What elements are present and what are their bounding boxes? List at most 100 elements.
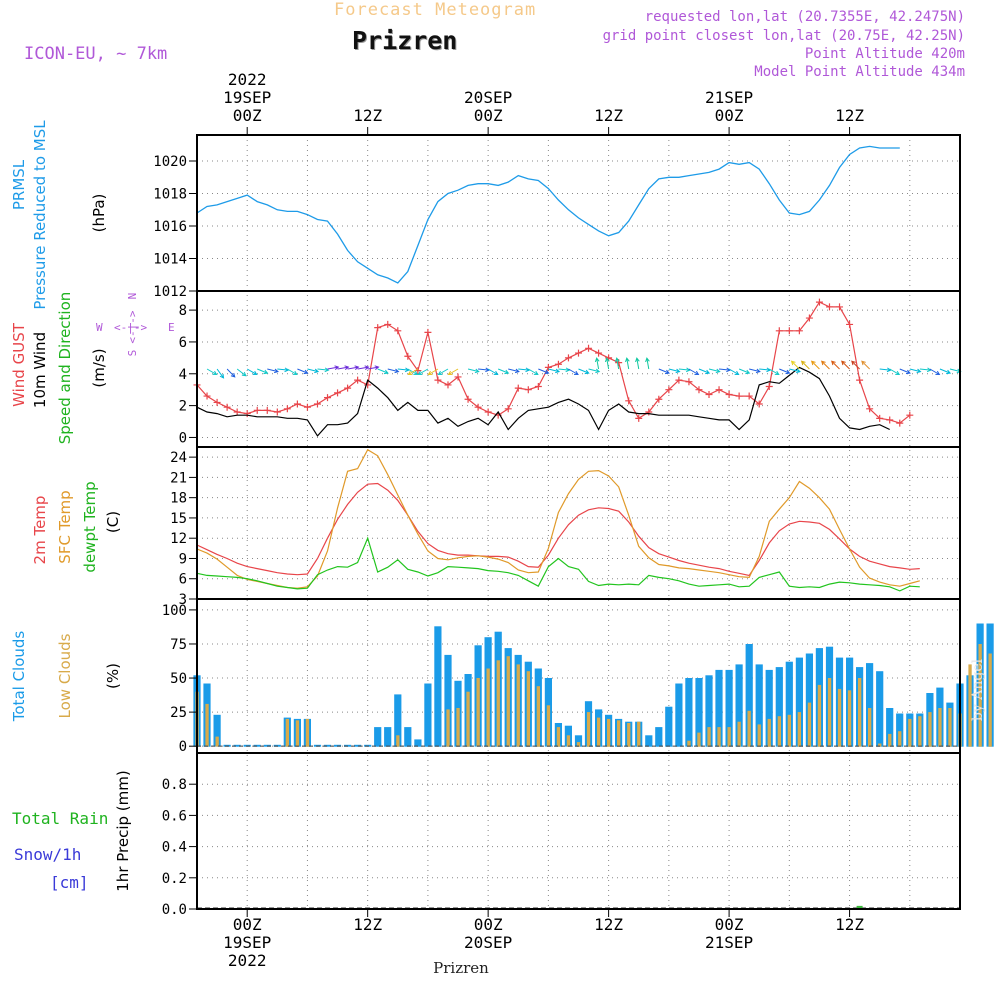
total-clouds-bar bbox=[886, 708, 894, 747]
gust-marker bbox=[344, 384, 352, 392]
total-clouds-bar bbox=[795, 657, 803, 747]
wind-direction-arrow bbox=[820, 360, 830, 370]
wind-direction-arrow bbox=[528, 368, 539, 376]
y-tick-label: 9 bbox=[179, 551, 187, 567]
wind-direction-arrow bbox=[297, 368, 309, 375]
wind-direction-arrow bbox=[538, 368, 550, 375]
low-clouds-bar bbox=[727, 727, 731, 747]
gust-marker bbox=[534, 383, 542, 391]
y-tick-label: 12 bbox=[170, 531, 187, 547]
low-clouds-bar bbox=[546, 705, 551, 747]
low-clouds-bar bbox=[205, 703, 209, 747]
clouds-unit-label: (%) bbox=[104, 663, 122, 689]
wind-direction-arrow bbox=[467, 368, 480, 374]
low-clouds-bar bbox=[486, 668, 490, 747]
gust-marker bbox=[585, 344, 593, 352]
gust-marker bbox=[645, 408, 653, 416]
pressure-label-reduced: Pressure Reduced to MSL bbox=[31, 120, 49, 310]
wind-direction-arrow bbox=[594, 357, 600, 370]
compass-arrows-vertical: <-|-> bbox=[126, 310, 139, 343]
gust-marker bbox=[795, 327, 803, 335]
total-clouds-bar bbox=[685, 678, 693, 747]
wind-direction-arrow bbox=[831, 360, 840, 370]
gust-marker bbox=[785, 327, 793, 335]
total-clouds-bar bbox=[434, 626, 442, 747]
top-time-label: 21SEP bbox=[705, 88, 753, 107]
y-tick-label: 1020 bbox=[153, 154, 187, 170]
wind-direction-arrow bbox=[347, 365, 360, 370]
gust-marker bbox=[755, 400, 763, 408]
total-clouds-bar bbox=[253, 744, 261, 747]
bottom-time-label: 00Z bbox=[474, 915, 503, 934]
y-tick-label: 21 bbox=[170, 470, 187, 486]
total-clouds-bar bbox=[645, 735, 653, 747]
low-clouds-bar bbox=[898, 731, 902, 747]
precip-label-cm: [cm] bbox=[50, 873, 89, 892]
low-clouds-bar bbox=[566, 735, 571, 747]
wind-direction-arrow bbox=[800, 360, 810, 370]
total-clouds-bar bbox=[866, 663, 874, 747]
compass-w-label: W bbox=[96, 321, 103, 334]
low-clouds-bar bbox=[827, 678, 832, 747]
total-clouds-bar bbox=[755, 664, 763, 747]
wind-direction-arrow bbox=[216, 368, 225, 379]
wind-direction-arrow bbox=[635, 357, 640, 370]
y-tick-label: 3 bbox=[179, 592, 187, 608]
wind-direction-arrow bbox=[719, 367, 732, 373]
gust-marker bbox=[424, 328, 432, 336]
wind-direction-arrow bbox=[588, 368, 601, 374]
pressure-unit-label: (hPa) bbox=[90, 194, 108, 233]
gust-marker bbox=[544, 363, 552, 371]
wind-label-speed-direction: Speed and Direction bbox=[56, 292, 74, 445]
wind-direction-arrow bbox=[417, 368, 429, 376]
gust-marker bbox=[866, 405, 874, 413]
low-clouds-bar bbox=[446, 709, 450, 747]
top-time-label: 19SEP bbox=[223, 88, 271, 107]
gust-marker bbox=[705, 390, 713, 398]
temp-2m-line bbox=[196, 482, 920, 577]
wind-direction-arrow bbox=[277, 367, 290, 373]
temperature-panel-frame bbox=[196, 446, 961, 600]
precip-unit-label: 1hr Precip (mm) bbox=[114, 770, 132, 891]
wind-direction-arrow bbox=[437, 368, 449, 376]
y-tick-label: 50 bbox=[170, 671, 187, 687]
gust-marker bbox=[836, 303, 844, 311]
low-clouds-bar bbox=[627, 723, 631, 747]
low-clouds-bar bbox=[215, 736, 219, 747]
bottom-location-label: Prizren bbox=[433, 959, 489, 977]
wind-direction-arrow bbox=[377, 368, 389, 375]
total-clouds-bar bbox=[655, 727, 663, 747]
gust-marker bbox=[243, 410, 251, 418]
y-tick-label: 15 bbox=[170, 511, 187, 527]
gust-marker bbox=[695, 386, 703, 394]
total-clouds-bar bbox=[394, 694, 402, 747]
wind-direction-arrow bbox=[779, 368, 791, 375]
bottom-time-label: 00Z bbox=[715, 915, 744, 934]
y-tick-label: 4 bbox=[179, 367, 187, 383]
y-tick-label: 2 bbox=[179, 399, 187, 415]
total-clouds-bar bbox=[695, 678, 703, 747]
wind-direction-arrow bbox=[899, 368, 911, 375]
gust-marker bbox=[846, 320, 854, 328]
wind-direction-arrow bbox=[749, 368, 761, 374]
wind-direction-arrow bbox=[518, 367, 531, 373]
gust-marker bbox=[464, 395, 472, 403]
gust-marker bbox=[454, 373, 462, 381]
wind-direction-arrow bbox=[367, 365, 380, 370]
top-time-label: 20SEP bbox=[464, 88, 512, 107]
wind-direction-arrow bbox=[851, 360, 860, 370]
low-clouds-bar bbox=[526, 671, 530, 747]
gust-marker bbox=[384, 320, 392, 328]
wind-direction-arrow bbox=[267, 368, 279, 374]
low-clouds-bar bbox=[747, 710, 751, 747]
low-clouds-bar bbox=[687, 740, 691, 747]
y-tick-label: 1012 bbox=[153, 284, 187, 300]
wind-direction-arrow bbox=[226, 368, 236, 378]
gust-marker bbox=[233, 408, 241, 416]
bottom-time-label: 19SEP bbox=[223, 933, 271, 952]
page-title: Prizren bbox=[352, 26, 458, 55]
wind-direction-arrow bbox=[738, 368, 751, 375]
gust-marker bbox=[765, 383, 773, 391]
y-tick-label: 100 bbox=[162, 603, 187, 619]
low-clouds-bar bbox=[737, 721, 741, 747]
